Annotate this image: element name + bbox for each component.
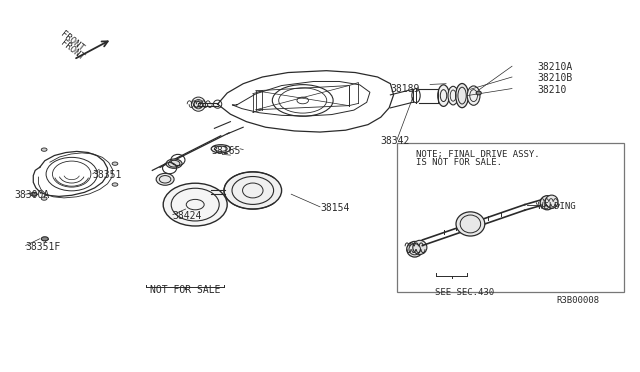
Text: 38342: 38342 <box>381 137 410 146</box>
Ellipse shape <box>41 237 49 241</box>
Ellipse shape <box>413 240 427 254</box>
Text: NOT FOR SALE: NOT FOR SALE <box>150 285 221 295</box>
Ellipse shape <box>166 159 182 168</box>
Text: R3B00008: R3B00008 <box>557 296 600 305</box>
Ellipse shape <box>211 145 230 153</box>
Ellipse shape <box>224 172 282 209</box>
Ellipse shape <box>456 83 468 108</box>
Ellipse shape <box>407 241 423 257</box>
Text: NOTE; FINAL DRIVE ASSY.: NOTE; FINAL DRIVE ASSY. <box>416 150 540 159</box>
Text: FRONT: FRONT <box>59 38 86 62</box>
Bar <box>397 143 624 292</box>
Text: 38165: 38165 <box>211 146 241 155</box>
Ellipse shape <box>163 183 227 226</box>
Ellipse shape <box>156 173 174 185</box>
Text: 38210B: 38210B <box>538 73 573 83</box>
Text: 38189: 38189 <box>390 84 420 94</box>
Text: 38210A: 38210A <box>538 62 573 72</box>
Ellipse shape <box>42 197 47 200</box>
Ellipse shape <box>476 91 481 95</box>
Text: 38424: 38424 <box>173 211 202 221</box>
Text: WELDING: WELDING <box>538 202 575 211</box>
Text: 38154: 38154 <box>320 203 349 213</box>
Text: 38300A: 38300A <box>14 190 49 200</box>
Ellipse shape <box>467 86 480 105</box>
Text: 38210: 38210 <box>538 85 567 95</box>
Text: 38351F: 38351F <box>26 243 61 252</box>
Text: FRONT: FRONT <box>59 29 86 53</box>
Ellipse shape <box>545 195 558 208</box>
Text: SEE SEC.430: SEE SEC.430 <box>435 288 494 296</box>
Ellipse shape <box>456 212 485 236</box>
Ellipse shape <box>540 196 554 210</box>
Ellipse shape <box>31 192 37 196</box>
Ellipse shape <box>448 86 458 105</box>
Ellipse shape <box>191 97 205 111</box>
Ellipse shape <box>438 85 449 106</box>
Text: IS NOT FOR SALE.: IS NOT FOR SALE. <box>416 158 502 167</box>
Ellipse shape <box>112 183 118 186</box>
Ellipse shape <box>112 162 118 165</box>
Ellipse shape <box>42 148 47 151</box>
Text: 38351: 38351 <box>93 170 122 180</box>
